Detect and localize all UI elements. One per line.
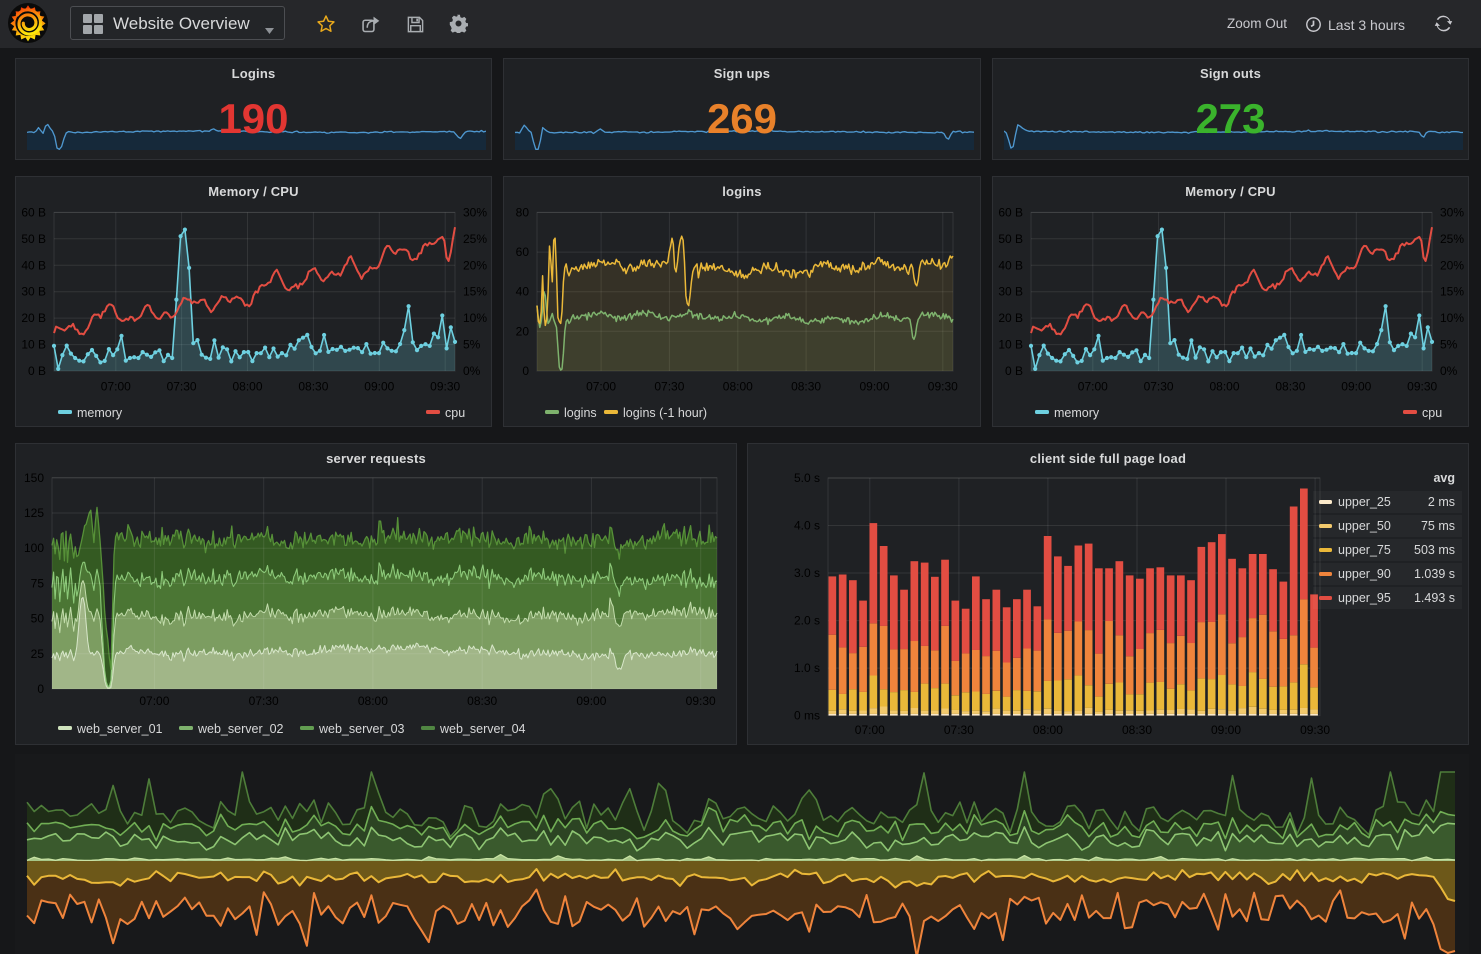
- svg-text:5%: 5%: [1440, 338, 1458, 352]
- svg-text:upper_95: upper_95: [1338, 591, 1391, 605]
- svg-text:08:00: 08:00: [232, 380, 262, 394]
- svg-text:09:00: 09:00: [1211, 723, 1241, 737]
- svg-text:08:30: 08:30: [791, 380, 821, 394]
- svg-text:09:30: 09:30: [1407, 380, 1437, 394]
- svg-text:memory: memory: [77, 406, 123, 420]
- svg-text:cpu: cpu: [445, 406, 465, 420]
- svg-text:10 B: 10 B: [998, 338, 1023, 352]
- svg-text:3.0 s: 3.0 s: [794, 566, 820, 580]
- svg-text:100: 100: [24, 541, 44, 555]
- svg-text:20%: 20%: [1440, 258, 1464, 272]
- svg-text:upper_25: upper_25: [1338, 495, 1391, 509]
- svg-text:logins (-1 hour): logins (-1 hour): [623, 406, 707, 420]
- svg-text:09:30: 09:30: [430, 380, 460, 394]
- svg-text:10%: 10%: [1440, 311, 1464, 325]
- svg-text:60 B: 60 B: [21, 205, 46, 219]
- svg-text:50 B: 50 B: [21, 232, 46, 246]
- svg-text:09:00: 09:00: [576, 694, 606, 708]
- svg-text:07:30: 07:30: [944, 723, 974, 737]
- svg-text:40 B: 40 B: [21, 258, 46, 272]
- svg-text:0: 0: [522, 364, 529, 378]
- svg-text:08:30: 08:30: [298, 380, 328, 394]
- svg-text:08:00: 08:00: [358, 694, 388, 708]
- svg-text:40: 40: [516, 285, 530, 299]
- svg-text:0 B: 0 B: [28, 364, 46, 378]
- svg-text:25%: 25%: [1440, 232, 1464, 246]
- svg-text:15%: 15%: [1440, 285, 1464, 299]
- svg-text:30%: 30%: [463, 205, 487, 219]
- svg-text:09:30: 09:30: [928, 380, 958, 394]
- svg-text:09:00: 09:00: [1341, 380, 1371, 394]
- svg-text:avg: avg: [1433, 471, 1455, 485]
- svg-text:08:00: 08:00: [1209, 380, 1239, 394]
- svg-text:07:30: 07:30: [1144, 380, 1174, 394]
- svg-text:1.039 s: 1.039 s: [1414, 567, 1455, 581]
- svg-text:web_server_04: web_server_04: [439, 722, 526, 736]
- svg-text:2.0 s: 2.0 s: [794, 614, 820, 628]
- svg-text:07:00: 07:00: [101, 380, 131, 394]
- svg-text:0 B: 0 B: [1005, 364, 1023, 378]
- svg-text:125: 125: [24, 506, 44, 520]
- svg-text:0%: 0%: [1440, 364, 1458, 378]
- svg-text:30%: 30%: [1440, 205, 1464, 219]
- svg-text:08:30: 08:30: [1122, 723, 1152, 737]
- svg-text:07:00: 07:00: [139, 694, 169, 708]
- svg-text:20 B: 20 B: [21, 311, 46, 325]
- svg-text:07:00: 07:00: [855, 723, 885, 737]
- svg-text:75: 75: [31, 576, 45, 590]
- svg-text:5.0 s: 5.0 s: [794, 471, 820, 485]
- svg-text:07:30: 07:30: [167, 380, 197, 394]
- svg-text:2 ms: 2 ms: [1428, 495, 1455, 509]
- svg-text:07:00: 07:00: [1078, 380, 1108, 394]
- svg-text:20: 20: [516, 324, 530, 338]
- svg-text:09:30: 09:30: [1300, 723, 1330, 737]
- svg-text:25: 25: [31, 647, 45, 661]
- svg-text:50 B: 50 B: [998, 232, 1023, 246]
- svg-text:08:30: 08:30: [467, 694, 497, 708]
- svg-text:15%: 15%: [463, 285, 487, 299]
- svg-text:0%: 0%: [463, 364, 481, 378]
- svg-text:50: 50: [31, 612, 45, 626]
- svg-text:web_server_02: web_server_02: [197, 722, 284, 736]
- svg-text:0: 0: [37, 682, 44, 696]
- svg-text:75 ms: 75 ms: [1421, 519, 1455, 533]
- svg-text:09:00: 09:00: [859, 380, 889, 394]
- svg-text:upper_90: upper_90: [1338, 567, 1391, 581]
- svg-text:08:30: 08:30: [1275, 380, 1305, 394]
- svg-text:10%: 10%: [463, 311, 487, 325]
- svg-text:cpu: cpu: [1422, 406, 1442, 420]
- svg-text:150: 150: [24, 471, 44, 485]
- svg-text:30 B: 30 B: [21, 285, 46, 299]
- svg-text:4.0 s: 4.0 s: [794, 519, 820, 533]
- svg-text:memory: memory: [1054, 406, 1100, 420]
- svg-text:07:00: 07:00: [586, 380, 616, 394]
- svg-text:web_server_01: web_server_01: [76, 722, 163, 736]
- svg-text:1.493 s: 1.493 s: [1414, 591, 1455, 605]
- svg-text:08:00: 08:00: [1033, 723, 1063, 737]
- svg-text:web_server_03: web_server_03: [318, 722, 405, 736]
- svg-text:5%: 5%: [463, 338, 481, 352]
- svg-text:upper_75: upper_75: [1338, 543, 1391, 557]
- svg-text:logins: logins: [564, 406, 597, 420]
- svg-text:07:30: 07:30: [249, 694, 279, 708]
- svg-text:1.0 s: 1.0 s: [794, 661, 820, 675]
- svg-text:10 B: 10 B: [21, 338, 46, 352]
- svg-text:80: 80: [516, 205, 530, 219]
- svg-text:0 ms: 0 ms: [794, 709, 820, 723]
- svg-text:20 B: 20 B: [998, 311, 1023, 325]
- svg-text:60: 60: [516, 245, 530, 259]
- svg-text:30 B: 30 B: [998, 285, 1023, 299]
- svg-text:08:00: 08:00: [723, 380, 753, 394]
- svg-text:07:30: 07:30: [654, 380, 684, 394]
- svg-text:09:30: 09:30: [686, 694, 716, 708]
- svg-text:09:00: 09:00: [364, 380, 394, 394]
- svg-text:20%: 20%: [463, 258, 487, 272]
- svg-text:60 B: 60 B: [998, 205, 1023, 219]
- svg-text:503 ms: 503 ms: [1414, 543, 1455, 557]
- svg-text:upper_50: upper_50: [1338, 519, 1391, 533]
- svg-text:25%: 25%: [463, 232, 487, 246]
- svg-text:40 B: 40 B: [998, 258, 1023, 272]
